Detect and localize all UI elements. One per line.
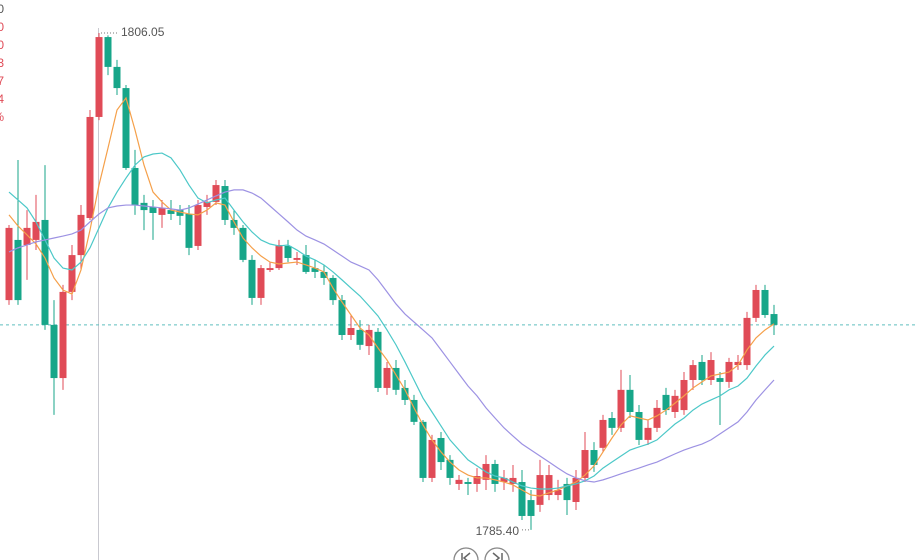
candle-body	[194, 205, 202, 246]
candle-body	[518, 482, 526, 516]
side-label: 0	[0, 2, 4, 16]
candle-body	[446, 459, 454, 478]
candle-body	[428, 439, 436, 478]
candle-body	[284, 245, 292, 258]
candle-body	[122, 88, 130, 168]
candle-body	[68, 255, 76, 292]
candle-body	[104, 37, 112, 67]
candle-body	[320, 271, 328, 278]
ma-line	[8, 96, 775, 497]
candle-body	[545, 475, 553, 496]
candle-body	[392, 367, 400, 390]
candle-body	[608, 418, 616, 428]
candle-body	[131, 167, 139, 206]
candle-body	[734, 361, 742, 366]
candle-body	[770, 314, 778, 325]
side-label: 0	[0, 38, 4, 52]
candle-body	[50, 324, 58, 379]
candle-body	[500, 477, 508, 483]
candle-body	[293, 257, 301, 260]
candle-body	[491, 463, 499, 484]
candle-body	[275, 244, 283, 269]
high-label: 1806.05	[121, 25, 165, 39]
candle-body	[5, 227, 13, 301]
candle-body	[401, 387, 409, 400]
candle-body	[266, 268, 274, 271]
candle-body	[617, 389, 625, 428]
candle-body	[509, 477, 517, 484]
candle-body	[689, 365, 697, 380]
candle-body	[41, 219, 49, 325]
candle-body	[590, 450, 598, 465]
candle-body	[743, 317, 751, 366]
candle-body	[230, 219, 238, 228]
candle-body	[644, 427, 652, 440]
side-label: 7	[0, 74, 4, 88]
ma-line	[8, 189, 775, 483]
candle-body	[149, 206, 157, 213]
candle-body	[86, 116, 94, 219]
candle-body	[95, 37, 103, 117]
candle-body	[248, 259, 256, 298]
candle-body	[239, 227, 247, 260]
prev-button[interactable]	[453, 547, 479, 560]
candle-body	[581, 450, 589, 478]
candle-body	[185, 213, 193, 248]
candle-body	[14, 239, 22, 301]
candle-body	[626, 389, 634, 412]
candle-body	[77, 214, 85, 256]
candle-body	[464, 482, 472, 484]
candle-body	[257, 268, 265, 298]
candle-body	[167, 210, 175, 214]
candle-body	[23, 227, 31, 245]
candle-body	[635, 411, 643, 440]
candle-body	[410, 399, 418, 422]
candle-body	[572, 477, 580, 503]
candle-body	[716, 378, 724, 382]
candle-body	[680, 379, 688, 411]
candle-body	[365, 329, 373, 347]
candle-body	[671, 395, 679, 412]
side-label: 0	[0, 20, 4, 34]
candle-body	[338, 300, 346, 335]
side-label: %	[0, 110, 4, 124]
candle-body	[554, 489, 562, 496]
candle-body	[419, 421, 427, 478]
candle-body	[698, 361, 706, 380]
nav-buttons	[453, 547, 510, 560]
candle-body	[356, 329, 364, 345]
candle-body	[437, 437, 445, 463]
candle-body	[455, 479, 463, 484]
next-button[interactable]	[484, 547, 510, 560]
low-label: 1785.40	[476, 524, 520, 538]
candle-body	[203, 201, 211, 207]
candle-body	[599, 419, 607, 448]
candle-body	[176, 210, 184, 216]
candle-body	[113, 66, 121, 89]
candle-body	[311, 268, 319, 272]
candle-body	[653, 407, 661, 428]
candle-body	[347, 328, 355, 335]
candle-body	[563, 483, 571, 501]
side-label: 4	[0, 92, 4, 106]
side-label: 3	[0, 56, 4, 70]
candle-body	[302, 255, 310, 272]
candle-body	[707, 360, 715, 380]
candle-body	[761, 289, 769, 316]
candle-body	[536, 475, 544, 505]
candle-body	[473, 476, 481, 484]
candle-body	[662, 394, 670, 411]
candle-body	[374, 331, 382, 388]
candle-body	[158, 207, 166, 215]
ma-line	[8, 152, 775, 490]
candle-body	[59, 291, 67, 379]
candle-body	[752, 289, 760, 318]
candle-body	[383, 367, 391, 388]
candle-body	[221, 186, 229, 220]
candle-body	[212, 185, 220, 202]
candle-body	[527, 500, 535, 516]
candle-body	[32, 221, 40, 240]
